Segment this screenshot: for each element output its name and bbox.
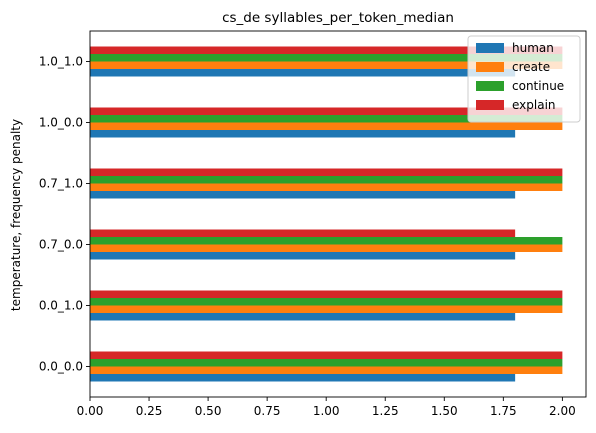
legend-swatch-human xyxy=(476,43,504,53)
y-tick-label: 1.0_1.0 xyxy=(39,55,83,69)
bar-explain-1.0_1.0 xyxy=(90,46,563,54)
legend-label-explain: explain xyxy=(512,98,556,112)
x-tick-label: 1.00 xyxy=(313,404,340,418)
y-axis-label: temperature, frequency penalty xyxy=(9,119,23,311)
bar-continue-0.0_0.0 xyxy=(90,359,563,367)
legend-label-continue: continue xyxy=(512,79,564,93)
plot-frame xyxy=(89,30,587,398)
legend-label-human: human xyxy=(512,41,554,55)
bar-explain-0.0_1.0 xyxy=(90,290,563,298)
x-tick-label: 1.50 xyxy=(431,404,458,418)
bar-create-0.0_1.0 xyxy=(90,305,563,313)
bar-continue-1.0_1.0 xyxy=(90,54,563,62)
legend: human create continue explain xyxy=(467,35,581,123)
bar-human-0.7_0.0 xyxy=(90,252,516,260)
x-tick-label: 0.50 xyxy=(195,404,222,418)
bar-human-0.7_1.0 xyxy=(90,191,516,199)
x-tick-label: 1.25 xyxy=(372,404,399,418)
y-tick-label: 1.0_0.0 xyxy=(39,116,83,130)
bar-continue-0.7_1.0 xyxy=(90,176,563,184)
x-tick-label: 0.25 xyxy=(136,404,163,418)
legend-label-create: create xyxy=(512,60,550,74)
legend-swatch-explain xyxy=(476,100,504,110)
x-tick-label: 1.75 xyxy=(490,404,517,418)
legend-swatch-continue xyxy=(476,81,504,91)
x-tick-label: 0.75 xyxy=(254,404,281,418)
bar-create-1.0_1.0 xyxy=(90,61,563,69)
bar-continue-1.0_0.0 xyxy=(90,115,563,123)
bar-create-0.7_1.0 xyxy=(90,183,563,191)
bar-create-0.0_0.0 xyxy=(90,366,563,374)
x-tick-label: 0.00 xyxy=(77,404,104,418)
bars-group xyxy=(90,46,563,382)
bar-continue-0.7_0.0 xyxy=(90,237,563,245)
bar-explain-0.7_1.0 xyxy=(90,168,563,176)
bar-human-1.0_0.0 xyxy=(90,130,516,138)
bar-create-1.0_0.0 xyxy=(90,122,563,130)
y-tick-label: 0.7_0.0 xyxy=(39,238,83,252)
y-tick-label: 0.7_1.0 xyxy=(39,177,83,191)
x-tick-label: 2.00 xyxy=(549,404,576,418)
bar-create-0.7_0.0 xyxy=(90,244,563,252)
ticks-group: 0.0_0.0 0.0_1.0 0.7_0.0 0.7_1.0 1.0_0.0 1.0_1… xyxy=(39,55,576,419)
bar-explain-0.0_0.0 xyxy=(90,351,563,359)
legend-swatch-create xyxy=(476,62,504,72)
y-tick-label: 0.0_1.0 xyxy=(39,299,83,313)
y-tick-label: 0.0_0.0 xyxy=(39,360,83,374)
chart-title: cs_de syllables_per_token_median xyxy=(222,10,454,26)
bar-human-0.0_0.0 xyxy=(90,374,516,382)
bar-human-1.0_1.0 xyxy=(90,69,516,77)
bar-continue-0.0_1.0 xyxy=(90,298,563,306)
bar-human-0.0_1.0 xyxy=(90,313,516,321)
bar-explain-1.0_0.0 xyxy=(90,107,563,115)
bar-explain-0.7_0.0 xyxy=(90,229,516,237)
